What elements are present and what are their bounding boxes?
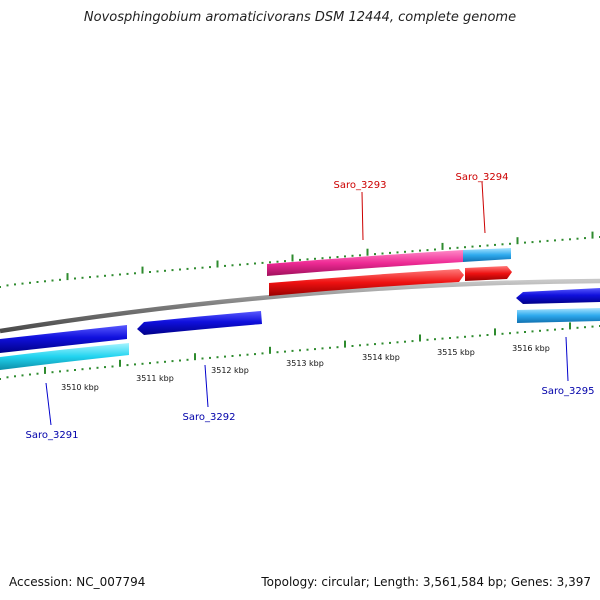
callout-line-saro-3293 bbox=[362, 192, 363, 240]
gene-label-saro-3291[interactable]: Saro_3291 bbox=[26, 430, 79, 441]
accession-text: Accession: NC_007794 bbox=[9, 575, 145, 589]
scale-label: 3512 kbp bbox=[211, 366, 249, 375]
genome-map: Saro_3291 Saro_3292 Saro_3293 Saro_3294 … bbox=[0, 0, 600, 600]
callout-line-saro-3291 bbox=[46, 383, 51, 425]
scale-label: 3515 kbp bbox=[437, 348, 475, 357]
gene-label-saro-3294[interactable]: Saro_3294 bbox=[456, 172, 509, 183]
callout-line-saro-3294 bbox=[482, 182, 485, 233]
cds-saro-3295[interactable] bbox=[516, 288, 600, 304]
scale-label: 3513 kbp bbox=[286, 359, 324, 368]
scale-label: 3514 kbp bbox=[362, 353, 400, 362]
genome-summary-text: Topology: circular; Length: 3,561,584 bp… bbox=[261, 575, 591, 589]
callout-line-saro-3292 bbox=[205, 365, 208, 407]
cds-saro-3294[interactable] bbox=[465, 266, 512, 281]
callout-line-saro-3295 bbox=[566, 337, 568, 381]
scale-labels: 3510 kbp 3511 kbp 3512 kbp 3513 kbp 3514… bbox=[61, 344, 550, 392]
gene-label-saro-3292[interactable]: Saro_3292 bbox=[183, 412, 236, 423]
gene-callouts bbox=[46, 182, 568, 425]
gene-label-saro-3293[interactable]: Saro_3293 bbox=[334, 180, 387, 191]
cds-saro-3292[interactable] bbox=[137, 311, 262, 335]
gene-label-saro-3295[interactable]: Saro_3295 bbox=[542, 386, 595, 397]
scale-label: 3511 kbp bbox=[136, 374, 174, 383]
scale-label: 3510 kbp bbox=[61, 383, 99, 392]
gene-feature-saro-3295[interactable] bbox=[517, 308, 600, 323]
outer-tick-track bbox=[0, 232, 600, 288]
gene-feature-saro-3294[interactable] bbox=[463, 248, 511, 262]
reverse-strand bbox=[0, 288, 600, 370]
scale-label: 3516 kbp bbox=[512, 344, 550, 353]
